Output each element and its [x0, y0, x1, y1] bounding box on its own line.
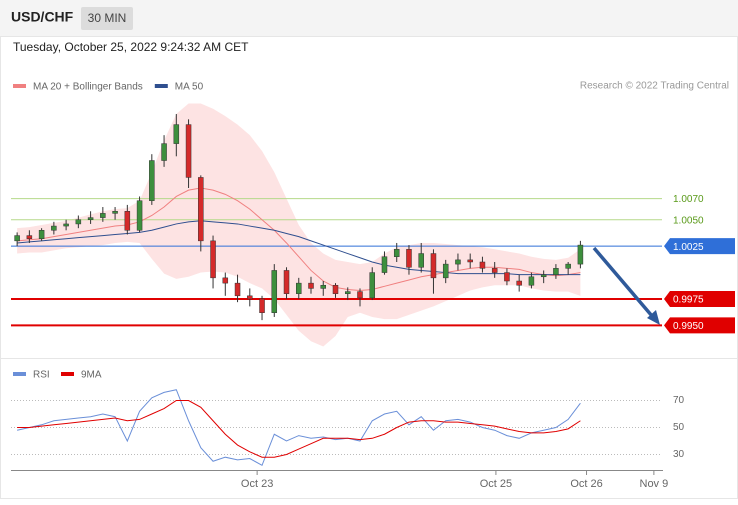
candle-body: [112, 211, 118, 214]
x-tick-label: Oct 25: [480, 478, 512, 490]
candle-body: [479, 261, 486, 269]
candle-body: [418, 253, 424, 268]
candle-body: [149, 160, 155, 201]
candle-body: [136, 200, 143, 231]
forecast-arrowhead: [647, 310, 660, 325]
candle-body: [565, 263, 571, 269]
subtitle: Tuesday, October 25, 2022 9:24:32 AM CET: [13, 40, 249, 54]
candle-body: [332, 284, 339, 294]
legend-swatch: [154, 84, 168, 88]
candle-body: [430, 253, 437, 279]
level-label: 1.0070: [673, 194, 704, 205]
candle-body: [393, 249, 400, 257]
level-label: 0.9975: [673, 295, 704, 306]
bollinger-band: [17, 103, 581, 347]
candle-body: [455, 259, 461, 265]
level-label: 1.0025: [673, 242, 704, 253]
source: Research © 2022 Trading Central: [580, 81, 729, 92]
candle-body: [369, 272, 375, 299]
symbol: USD/CHF: [11, 9, 74, 25]
legend-label: MA 20 + Bollinger Bands: [33, 82, 143, 93]
candle-body: [63, 223, 69, 227]
legend-label: RSI: [33, 370, 50, 381]
candle-body: [467, 259, 473, 263]
level-label-box: [664, 290, 735, 307]
candle-body: [528, 276, 535, 286]
timeframe-badge: [81, 7, 133, 30]
rsi-line: [17, 400, 581, 458]
candle-body: [553, 268, 559, 275]
candle-body: [161, 143, 167, 161]
level-label: 0.9950: [673, 321, 704, 332]
candle-body: [234, 282, 241, 297]
candle-body: [247, 295, 253, 300]
candle-body: [271, 270, 278, 313]
candle-body: [26, 235, 33, 239]
candle-body: [210, 240, 216, 279]
candle-body: [222, 277, 229, 284]
candle-body: [87, 217, 94, 220]
ma-line: [17, 220, 581, 276]
legend-swatch: [13, 372, 26, 376]
level-label: 1.0050: [673, 215, 704, 226]
candle-body: [406, 249, 412, 268]
candle-body: [344, 291, 351, 294]
candle-body: [100, 213, 106, 218]
candle-body: [124, 211, 131, 231]
candle-body: [51, 225, 57, 231]
candle-body: [14, 235, 20, 242]
legend-swatch: [61, 372, 74, 376]
x-tick-label: Oct 23: [241, 478, 273, 490]
candle-body: [308, 282, 314, 289]
candle-body: [283, 270, 290, 294]
rsi-line: [17, 389, 581, 467]
x-tick-label: Oct 26: [570, 478, 602, 490]
level-label-box: [664, 317, 735, 334]
y-tick-label: 30: [673, 449, 685, 460]
candle-body: [381, 256, 388, 273]
candle-body: [516, 280, 522, 286]
level-label-box: [664, 238, 735, 255]
y-tick-label: 70: [673, 395, 685, 406]
candle-body: [491, 268, 498, 273]
candle-body: [38, 230, 45, 239]
candle-body: [540, 274, 547, 278]
candle-body: [504, 272, 510, 282]
legend-label: MA 50: [175, 82, 204, 93]
candle-body: [357, 291, 363, 299]
candle-body: [75, 219, 82, 225]
forecast-arrow: [592, 246, 654, 318]
legend-swatch: [13, 84, 26, 88]
candle-body: [577, 244, 584, 265]
candle-body: [198, 177, 204, 242]
candle-body: [442, 263, 449, 279]
x-tick-label: Nov 9: [640, 478, 669, 490]
candle-body: [259, 298, 265, 313]
y-tick-label: 50: [673, 422, 685, 433]
timeframe: 30 MIN: [88, 11, 127, 25]
candle-body: [173, 124, 180, 144]
candle-body: [185, 124, 192, 178]
ma-line: [17, 187, 581, 292]
legend-label: 9MA: [81, 370, 102, 381]
candle-body: [296, 282, 302, 294]
candle-body: [320, 284, 327, 289]
